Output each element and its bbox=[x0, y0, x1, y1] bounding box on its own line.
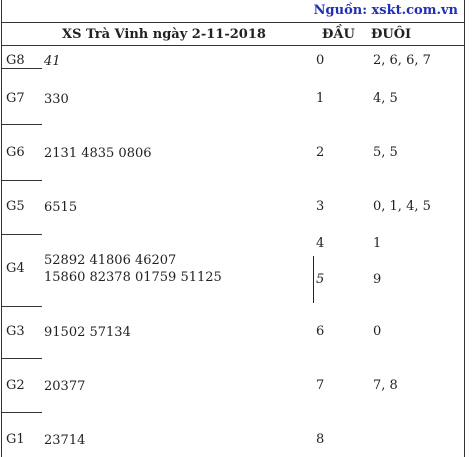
loto-dau-3: 3 bbox=[316, 199, 325, 214]
prize-numbers-g3: 91502 57134 bbox=[44, 325, 131, 340]
source-link[interactable]: Nguồn: xskt.com.vn bbox=[313, 3, 458, 18]
prize-label-g1: G1 bbox=[6, 432, 25, 447]
loto-duoi-7: 7, 8 bbox=[373, 378, 398, 393]
prize-numbers-g6: 2131 4835 0806 bbox=[44, 146, 152, 161]
prize-label-g7: G7 bbox=[6, 91, 25, 106]
prize-numbers-g5: 6515 bbox=[44, 200, 78, 215]
header-row: XS Trà Vinh ngày 2-11-2018 ĐẦU ĐUÔI bbox=[2, 23, 464, 46]
dau-divider bbox=[313, 256, 314, 303]
loto-dau-4: 4 bbox=[316, 236, 325, 251]
prize-numbers-g4-line2: 15860 82378 01759 51125 bbox=[44, 270, 222, 285]
prize-numbers-g1: 23714 bbox=[44, 433, 86, 448]
loto-duoi-6: 0 bbox=[373, 324, 382, 339]
loto-duoi-3: 0, 1, 4, 5 bbox=[373, 199, 431, 214]
loto-duoi-1: 4, 5 bbox=[373, 91, 398, 106]
loto-dau-5: 5 bbox=[316, 272, 325, 287]
duoi-header: ĐUÔI bbox=[371, 27, 412, 42]
prize-numbers-g8: 41 bbox=[44, 54, 61, 69]
loto-dau-7: 7 bbox=[316, 378, 325, 393]
loto-dau-6: 6 bbox=[316, 324, 325, 339]
prize-label-g8: G8 bbox=[6, 53, 25, 68]
source-row: Nguồn: xskt.com.vn bbox=[2, 0, 464, 23]
prize-label-g2: G2 bbox=[6, 378, 25, 393]
loto-dau-8: 8 bbox=[316, 432, 325, 447]
loto-dau-0: 0 bbox=[316, 53, 325, 68]
dau-header: ĐẦU bbox=[322, 27, 355, 42]
prize-numbers-g7: 330 bbox=[44, 92, 69, 107]
loto-dau-1: 1 bbox=[316, 91, 325, 106]
results-table: Nguồn: xskt.com.vn XS Trà Vinh ngày 2-11… bbox=[1, 0, 465, 457]
prize-label-g4: G4 bbox=[6, 261, 25, 276]
prize-label-g5: G5 bbox=[6, 199, 25, 214]
prize-numbers-g2: 20377 bbox=[44, 379, 86, 394]
loto-duoi-4: 1 bbox=[373, 236, 382, 251]
loto-duoi-0: 2, 6, 6, 7 bbox=[373, 53, 431, 68]
prize-numbers-g4-line1: 52892 41806 46207 bbox=[44, 253, 177, 268]
prize-label-g6: G6 bbox=[6, 145, 25, 160]
table-title: XS Trà Vinh ngày 2-11-2018 bbox=[62, 27, 266, 42]
loto-duoi-5: 9 bbox=[373, 272, 382, 287]
prize-label-g3: G3 bbox=[6, 324, 25, 339]
loto-dau-2: 2 bbox=[316, 145, 325, 160]
loto-duoi-2: 5, 5 bbox=[373, 145, 398, 160]
